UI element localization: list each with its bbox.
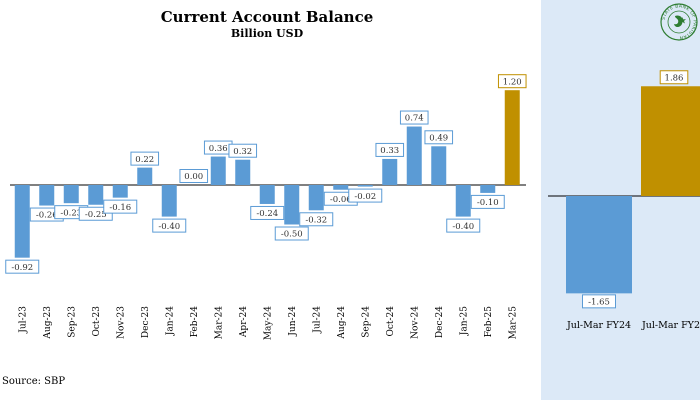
data-label-Jan-24: -0.40 bbox=[158, 222, 180, 232]
side-chart: -1.65 Jul-Mar FY24 1.86 Jul-Mar FY25 bbox=[548, 70, 700, 331]
tick-label-Sep-24: Sep-24 bbox=[361, 306, 371, 338]
tick-label-Oct-23: Oct-23 bbox=[92, 306, 102, 337]
tick-label-Nov-24: Nov-24 bbox=[410, 306, 420, 339]
tick-label-Jan-25: Jan-25 bbox=[459, 306, 469, 337]
tick-label-Sep-23: Sep-23 bbox=[67, 306, 77, 338]
data-label-Mar-24: 0.36 bbox=[209, 144, 228, 154]
side-data-label-2: 1.86 bbox=[665, 73, 684, 83]
data-label-Jun-24-box bbox=[274, 226, 309, 241]
bar-Mar-25 bbox=[504, 90, 520, 185]
tick-label-May-24: May-24 bbox=[263, 306, 273, 340]
bar-May-24 bbox=[259, 185, 275, 204]
tick-label-Oct-24: Oct-24 bbox=[386, 306, 396, 337]
tick-label-Jul-23: Jul-23 bbox=[18, 306, 28, 334]
side-data-label-1-box bbox=[582, 294, 616, 309]
data-label-Nov-24-box bbox=[399, 110, 429, 125]
bar-Jul-23 bbox=[14, 185, 30, 258]
data-label-Nov-23: -0.16 bbox=[109, 203, 131, 213]
tick-label-Aug-23: Aug-23 bbox=[43, 306, 53, 340]
data-label-Sep-24-box bbox=[348, 188, 383, 203]
data-label-Nov-24: 0.74 bbox=[405, 114, 424, 124]
data-label-Dec-24-box bbox=[424, 130, 454, 145]
data-label-Jul-23-box bbox=[5, 259, 40, 274]
bar-Nov-24 bbox=[406, 126, 422, 185]
bar-Nov-23 bbox=[112, 185, 128, 198]
data-label-Feb-24: 0.00 bbox=[184, 172, 203, 182]
tick-label-Nov-23: Nov-23 bbox=[116, 306, 126, 339]
data-label-Feb-24-box bbox=[179, 169, 209, 183]
data-label-Jan-25: -0.40 bbox=[452, 222, 474, 232]
bar-Aug-23 bbox=[39, 185, 55, 206]
data-label-Jul-24-box bbox=[299, 212, 334, 227]
data-label-Sep-24: -0.02 bbox=[354, 192, 376, 202]
bar-Jan-24 bbox=[161, 185, 177, 217]
tick-label-Jun-24: Jun-24 bbox=[288, 306, 298, 337]
data-label-Nov-23-box bbox=[103, 199, 138, 214]
data-label-Jul-24: -0.32 bbox=[305, 215, 327, 225]
side-data-label-2-box bbox=[659, 70, 689, 85]
bar-Sep-23 bbox=[63, 185, 79, 204]
chart-subtitle: Billion USD bbox=[231, 27, 304, 40]
side-bar-2 bbox=[641, 86, 700, 196]
data-label-May-24: -0.24 bbox=[256, 209, 278, 219]
tick-label-Jan-24: Jan-24 bbox=[165, 306, 175, 337]
bar-Feb-25 bbox=[480, 185, 496, 193]
side-bar-1 bbox=[566, 196, 632, 294]
data-label-Mar-25-box bbox=[497, 74, 527, 89]
main-chart: -0.92 Jul-23 -0.26 Aug-23 -0.23 Sep-23 -0.25 Oc… bbox=[5, 74, 527, 340]
bar-Dec-23 bbox=[137, 167, 153, 185]
data-label-Apr-24-box bbox=[228, 143, 258, 158]
tick-label-Mar-24: Mar-24 bbox=[214, 306, 224, 340]
data-label-Aug-24: -0.06 bbox=[330, 195, 352, 205]
side-data-label-1: -1.65 bbox=[588, 298, 610, 308]
data-label-Oct-24-box bbox=[375, 142, 405, 157]
tick-label-Feb-24: Feb-24 bbox=[190, 306, 200, 338]
tick-label-Jul-24: Jul-24 bbox=[312, 306, 322, 334]
tick-label-Feb-25: Feb-25 bbox=[484, 306, 494, 338]
bar-Dec-24 bbox=[431, 146, 447, 185]
bar-Jun-24 bbox=[284, 185, 300, 225]
data-label-Oct-23: -0.25 bbox=[85, 210, 107, 220]
data-label-Apr-24: 0.32 bbox=[233, 147, 252, 157]
bar-Jan-25 bbox=[455, 185, 471, 217]
data-label-Dec-23-box bbox=[130, 151, 160, 166]
data-label-Jan-24-box bbox=[152, 218, 187, 233]
data-label-Jul-23: -0.92 bbox=[11, 263, 33, 273]
data-label-Dec-23: 0.22 bbox=[135, 155, 154, 165]
tick-label-Apr-24: Apr-24 bbox=[239, 306, 249, 338]
side-tick-label-1: Jul-Mar FY24 bbox=[566, 320, 631, 331]
bar-Sep-24 bbox=[357, 185, 373, 187]
chart-title: Current Account Balance bbox=[161, 8, 374, 26]
source-note: Source: SBP bbox=[2, 376, 65, 387]
side-tick-label-2: Jul-Mar FY25 bbox=[641, 320, 700, 331]
tick-label-Aug-24: Aug-24 bbox=[337, 306, 347, 340]
data-label-Jun-24: -0.50 bbox=[281, 230, 303, 240]
data-label-Sep-23: -0.23 bbox=[60, 208, 82, 218]
data-label-Dec-24: 0.49 bbox=[429, 133, 448, 143]
data-label-Mar-25: 1.20 bbox=[503, 77, 522, 87]
bar-Jul-24 bbox=[308, 185, 324, 211]
data-label-Aug-23: -0.26 bbox=[36, 211, 58, 221]
bar-Aug-24 bbox=[333, 185, 349, 190]
bar-Mar-24 bbox=[210, 156, 226, 185]
data-label-Jan-25-box bbox=[446, 218, 481, 233]
bar-Apr-24 bbox=[235, 159, 251, 185]
bar-Oct-24 bbox=[382, 158, 398, 185]
data-label-May-24-box bbox=[250, 205, 285, 220]
tick-label-Dec-23: Dec-23 bbox=[141, 306, 151, 338]
data-label-Feb-25-box bbox=[470, 194, 505, 209]
data-label-Oct-24: 0.33 bbox=[380, 146, 399, 156]
bar-Oct-23 bbox=[88, 185, 104, 205]
data-label-Feb-25: -0.10 bbox=[477, 198, 499, 208]
tick-label-Mar-25: Mar-25 bbox=[508, 306, 518, 340]
tick-label-Dec-24: Dec-24 bbox=[435, 306, 445, 338]
